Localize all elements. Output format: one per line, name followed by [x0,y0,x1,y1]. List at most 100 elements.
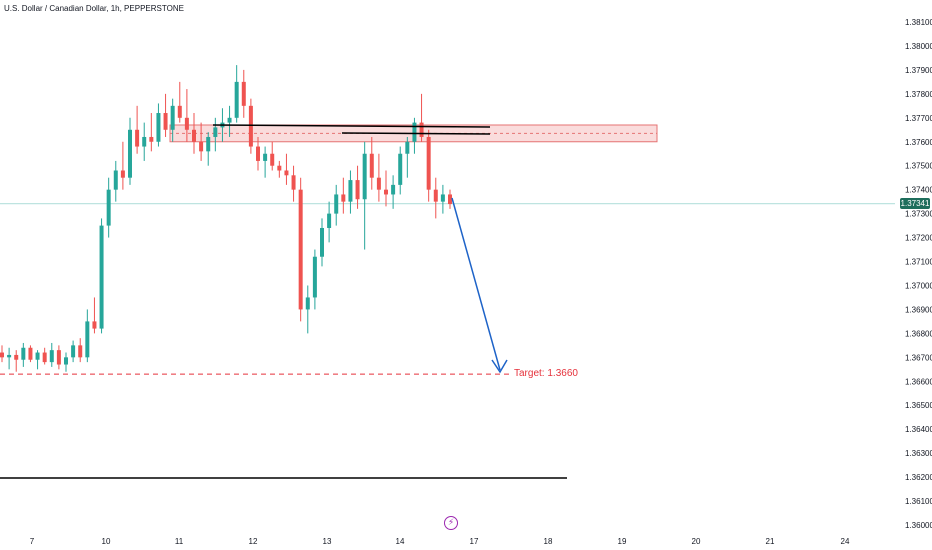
candle-body [234,81,239,118]
candle-body [320,227,324,257]
candle-body [192,129,196,142]
candle-body [448,194,452,205]
candle-body [78,345,83,358]
lightning-icon[interactable]: ⚡ [444,516,458,530]
y-tick-label: 1.36200 [905,473,932,482]
candle-body [213,127,218,137]
y-tick-label: 1.37200 [905,234,932,243]
candle-body [376,177,381,190]
y-tick-label: 1.38000 [905,42,932,51]
candle-body [170,105,175,130]
candle-body [42,352,47,363]
candle-body [391,184,396,195]
y-tick-label: 1.36600 [905,377,932,386]
y-tick-label: 1.37000 [905,281,932,290]
y-tick-label: 1.36100 [905,497,932,506]
candle-body [291,175,296,190]
candle-body [263,153,268,161]
candle-body [0,352,4,358]
y-tick-label: 1.37100 [905,258,932,267]
x-tick-label: 14 [396,537,405,546]
candle-body [71,345,76,358]
candle-body [7,354,12,358]
candle-body [405,141,410,154]
candle-body [334,194,339,214]
candle-body [384,189,388,195]
candle-body [348,180,353,202]
x-tick-label: 18 [544,537,553,546]
x-tick-label: 13 [323,537,332,546]
candle-body [433,189,438,202]
candle-body [28,347,33,360]
candle-body [149,136,154,142]
candle-body [92,321,97,329]
y-tick-label: 1.37500 [905,162,932,171]
candle-body [398,153,403,185]
candle-body [64,357,68,365]
x-tick-label: 21 [766,537,775,546]
x-tick-label: 7 [30,537,35,546]
candle-body [120,170,125,178]
candle-body [49,350,54,363]
y-tick-label: 1.36800 [905,329,932,338]
y-tick-label: 1.38100 [905,18,932,27]
candle-body [369,153,374,178]
black-line-top [212,124,491,128]
candle-body [327,213,332,228]
y-tick-label: 1.37700 [905,114,932,123]
candle-body [248,105,253,147]
candle-body [412,122,417,142]
y-tick-label: 1.36500 [905,401,932,410]
candle-body [440,194,445,202]
x-tick-label: 10 [102,537,111,546]
arrow-head [491,359,508,374]
candle-body [426,136,431,190]
candle-body [21,347,26,360]
y-tick-label: 1.36300 [905,449,932,458]
y-tick-label: 1.37300 [905,210,932,219]
candle-body [206,136,211,152]
candle-body [85,321,90,358]
x-tick-label: 17 [470,537,479,546]
y-tick-label: 1.36700 [905,353,932,362]
candle-body [298,189,303,310]
candle-body [362,153,367,200]
candle-body [355,180,360,200]
y-tick-label: 1.36000 [905,521,932,530]
black-line-mid [341,132,491,135]
candle-body [163,113,168,130]
candle-body [128,129,132,178]
candle-body [312,256,317,298]
x-tick-label: 24 [841,537,850,546]
chart-title: U.S. Dollar / Canadian Dollar, 1h, PEPPE… [4,4,184,13]
y-tick-label: 1.37800 [905,90,932,99]
x-tick-label: 12 [249,537,258,546]
y-tick-label: 1.36900 [905,305,932,314]
candle-body [106,189,111,226]
candle-body [227,117,232,123]
candle-body [341,194,346,202]
candle-body [270,153,275,166]
projection-arrow [451,197,501,371]
candle-body [56,350,61,365]
candle-body [241,81,246,106]
candle-body [156,113,161,142]
candle-body [35,352,40,360]
x-tick-label: 20 [692,537,701,546]
target-label: Target: 1.3660 [514,368,578,379]
candle-body [199,141,204,152]
candle-body [99,225,104,329]
y-tick-label: 1.37900 [905,66,932,75]
candle-body [177,105,182,118]
candle-body [419,122,424,137]
candle-body [277,165,282,171]
candle-body [14,354,19,360]
y-tick-label: 1.37400 [905,186,932,195]
candle-body [284,170,289,176]
last-price-badge: 1.37341 [900,198,930,209]
x-tick-label: 19 [618,537,627,546]
y-tick-label: 1.36400 [905,425,932,434]
candle-body [184,117,189,130]
candle-body [113,170,118,190]
